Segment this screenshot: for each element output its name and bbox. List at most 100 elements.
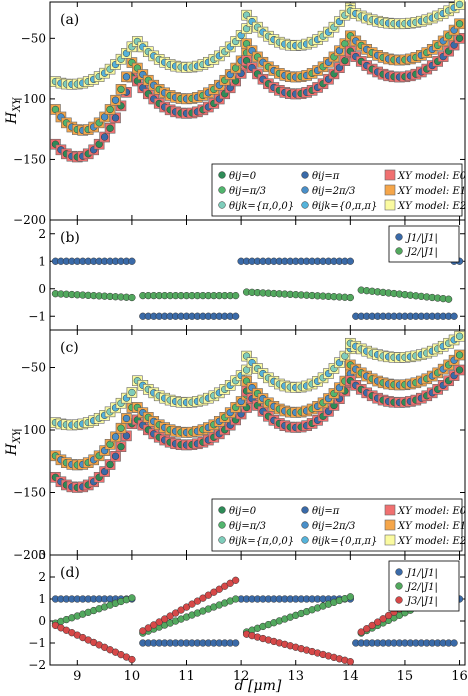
legend-label: θijk={0,π,π} [312,201,377,212]
panel-c: −50 −100 −150 −200 (c) HXY θij=0 θij=π XY model:… [4,329,467,562]
y-tick-label: 1 [38,254,46,268]
legend: J1/|J1| J2/|J1| J3/|J1| [388,560,460,612]
coupling-marker [346,658,354,666]
legend-label: θijk={π,0,0} [229,201,294,212]
theta-config-marker [242,57,251,65]
theta-config-marker [455,366,464,374]
legend-box [388,225,460,263]
legend-marker [384,534,396,546]
legend-label: θij=2π/3 [312,186,355,197]
y-tick-label: −50 [21,361,46,375]
legend-label: J2/|J1| [405,247,438,258]
theta-config-marker [100,467,109,476]
legend-marker [218,171,226,179]
panel-label: (b) [60,230,80,246]
legend: θij=0 θij=π XY model: E0 θij=π/3 θij=2π/3 XY … [211,498,467,552]
legend-label: θij=0 [229,171,257,182]
legend-marker [395,247,403,255]
legend-marker [384,184,396,196]
coupling-marker [232,291,240,300]
legend-label: θij=2π/3 [312,521,355,532]
theta-config-marker [242,40,251,48]
coupling-marker [450,639,458,647]
legend-marker [218,521,226,529]
legend-label: J3/|J1| [405,596,438,607]
legend-label: θij=π [312,171,340,182]
y-tick-label: 2 [38,570,46,584]
coupling-marker [379,615,387,623]
theta-config-marker [341,57,349,65]
x-axis: 9 10 11 12 13 14 15 16 [73,669,468,684]
panel-d: 3 2 1 0 −1 −2 (d) J1/|J1| J2/|J1| J3/|J1| [28,548,466,672]
legend-label: XY model: E1 [397,186,466,197]
theta-config-marker [95,140,103,148]
theta-config-marker [106,105,114,114]
theta-config-marker [455,20,464,28]
theta-config-marker [122,414,131,423]
legend-marker [218,201,226,209]
theta-config-marker [117,85,125,93]
coupling-marker [346,593,354,601]
y-tick-label: −100 [13,92,46,106]
x-tick-label: 11 [178,669,195,684]
coupling-marker [232,595,240,603]
theta-config-marker [242,366,251,374]
y-axis-label: HXY [4,428,23,456]
coupling-marker [450,312,458,320]
legend-label: XY model: E2 [397,536,466,547]
legend-label: θij=0 [229,506,257,517]
theta-config-marker [106,440,114,448]
y-tick-label: 0 [38,282,46,296]
legend-marker [301,536,309,544]
legend-label: J2/|J1| [405,582,438,593]
legend-label: XY model: E1 [397,521,466,532]
theta-config-marker [117,443,125,451]
legend-label: XY model: E2 [397,201,466,212]
theta-config-marker [455,332,464,340]
panel-label: (c) [60,340,79,356]
x-tick-label: 15 [397,669,414,684]
legend-box [211,163,463,217]
theta-config-marker [335,64,344,72]
theta-config-marker [455,0,464,9]
legend-label: θij=π [312,506,340,517]
legend-label: θij=π/3 [229,521,266,532]
theta-config-marker [117,424,125,432]
coupling-marker [384,611,393,620]
coupling-marker [346,257,354,265]
legend-marker [301,186,309,194]
y-tick-label: −150 [13,486,46,500]
theta-config-marker [455,351,464,359]
coupling-marker [444,295,453,303]
theta-config-marker [106,124,114,132]
coupling-marker [232,576,240,584]
x-tick-label: 14 [342,669,359,684]
theta-config-marker [341,40,349,48]
legend-marker [395,568,403,576]
panel-label: (d) [60,565,80,581]
y-tick-label: 1 [38,592,46,606]
theta-config-marker [106,460,114,469]
x-tick-label: 16 [451,669,468,684]
coupling-marker [232,639,240,647]
theta-config-marker [122,73,131,81]
legend-marker [384,504,396,516]
coupling-marker [232,312,240,320]
legend-marker [218,506,226,514]
theta-config-marker [111,452,120,460]
theta-config-marker [51,105,60,114]
panel-a: −50 −100 −150 −200 (a) HXY θij=0 θij=π XY model:… [4,0,467,227]
theta-config-marker [232,64,240,72]
y-tick-label: 0 [38,614,46,628]
legend-label: θijk={0,π,π} [312,536,377,547]
legend-marker [218,186,226,194]
legend-marker [384,519,396,531]
coupling-marker [128,293,136,302]
x-tick-label: 13 [287,669,304,684]
legend-label: J1/|J1| [405,568,438,579]
x-tick-label: 9 [73,669,81,684]
y-tick-label: −200 [13,213,46,227]
x-tick-label: 10 [124,669,141,684]
y-axis-label: HXY [4,97,23,125]
